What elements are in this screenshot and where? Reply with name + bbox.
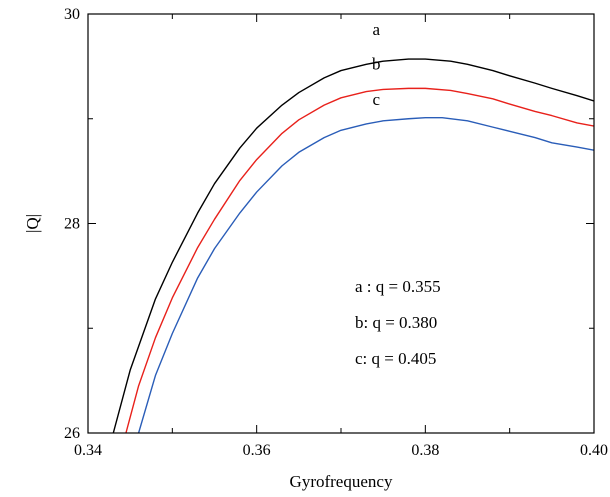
x-tick-label: 0.36 <box>243 442 271 459</box>
x-tick-label: 0.40 <box>580 442 608 459</box>
x-axis-title: Gyrofrequency <box>290 472 393 491</box>
y-tick-label: 26 <box>64 425 80 442</box>
legend-entry: a : q = 0.355 <box>355 277 441 296</box>
legend: a : q = 0.355 b: q = 0.380 c: q = 0.405 <box>355 277 441 368</box>
y-tick-label: 30 <box>64 6 80 23</box>
ticks-layer <box>87 13 595 434</box>
curve-label-b: b <box>372 55 381 74</box>
curve-label-a: a <box>373 20 381 39</box>
y-tick-label: 28 <box>64 216 80 233</box>
x-tick-label: 0.38 <box>411 442 439 459</box>
curves-layer <box>112 58 594 433</box>
curve-label-c: c <box>373 90 381 109</box>
legend-entry: b: q = 0.380 <box>355 313 437 332</box>
series-line-b <box>125 87 594 433</box>
series-line-a <box>112 58 594 433</box>
series-line-c <box>137 117 594 433</box>
x-tick-label: 0.34 <box>74 442 102 459</box>
tick-labels-layer: 0.34 0.36 0.38 0.40 26 28 30 <box>64 6 608 459</box>
legend-entry: c: q = 0.405 <box>355 349 436 368</box>
y-axis-title: |Q| <box>23 214 42 233</box>
curve-labels-layer: abc <box>372 20 381 109</box>
